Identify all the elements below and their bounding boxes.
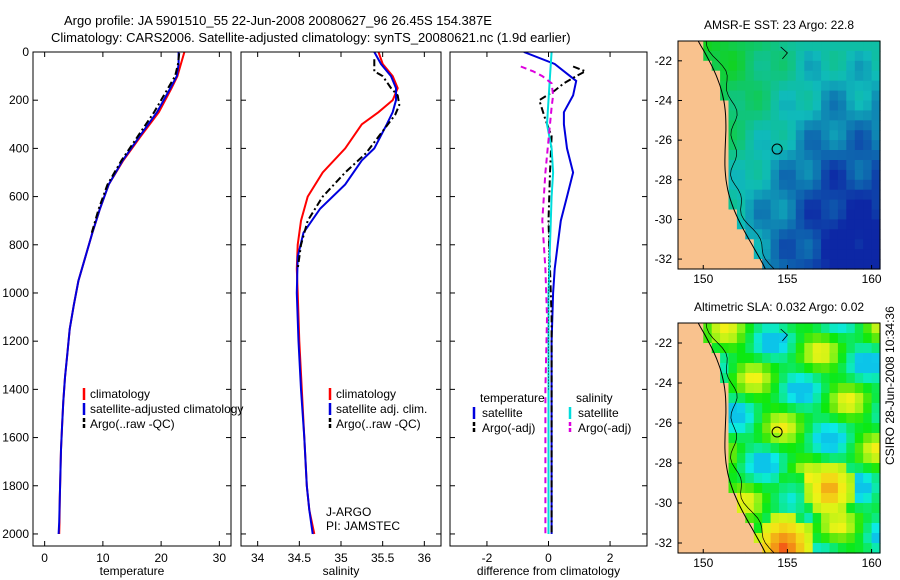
difference-xtick-label: 2 bbox=[607, 551, 614, 565]
salinity-axis-label: salinity bbox=[323, 564, 360, 578]
depth-tick-label: 600 bbox=[9, 190, 29, 204]
salinity-series-0 bbox=[295, 52, 399, 535]
figure-title-line1: Argo profile: JA 5901510_55 22-Jun-2008 … bbox=[64, 13, 492, 28]
difference-axis-label: difference from climatology bbox=[477, 564, 620, 578]
depth-tick-label: 1800 bbox=[2, 479, 29, 493]
difference-legend-entry: satellite bbox=[578, 406, 619, 420]
sst-lat-label: -26 bbox=[655, 133, 673, 147]
sst-lat-label: -28 bbox=[655, 173, 673, 187]
sst-lon-label: 150 bbox=[693, 272, 713, 286]
temperature-legend-entry: Argo(..raw -QC) bbox=[90, 417, 175, 431]
sst-shelf-contour bbox=[705, 40, 775, 270]
sla-reef-outline bbox=[780, 328, 788, 342]
temperature-legend-entry: satellite-adjusted climatology bbox=[90, 402, 243, 416]
depth-tick-label: 800 bbox=[9, 238, 29, 252]
temperature-series-0 bbox=[58, 52, 186, 535]
salinity-frame bbox=[240, 51, 442, 547]
sla-lat-label: -24 bbox=[655, 376, 673, 390]
difference-series-3 bbox=[520, 65, 555, 534]
sla-map-title: Altimetric SLA: 0.032 Argo: 0.02 bbox=[694, 300, 864, 314]
difference-legend-entry: Argo(-adj) bbox=[578, 421, 631, 435]
sla-lat-label: -32 bbox=[655, 536, 673, 550]
sst-map-panel: AMSR-E SST: 23 Argo: 22.8 150 155 160 -22 -24… bbox=[655, 18, 882, 286]
sla-lat-label: -22 bbox=[655, 336, 673, 350]
difference-xtick-label: 0 bbox=[545, 551, 552, 565]
sla-lat-label: -26 bbox=[655, 416, 673, 430]
sst-coastline bbox=[697, 40, 766, 270]
temperature-axis-label: temperature bbox=[100, 564, 165, 578]
depth-tick-label: 1000 bbox=[2, 286, 29, 300]
sla-coastline bbox=[697, 322, 766, 554]
sla-map-frame bbox=[677, 322, 881, 554]
sst-float-marker bbox=[771, 143, 783, 155]
sst-lon-label: 160 bbox=[862, 272, 882, 286]
temperature-frame bbox=[32, 51, 232, 547]
sla-lon-label: 160 bbox=[862, 556, 882, 570]
depth-tick-label: 1400 bbox=[2, 382, 29, 396]
sla-map-panel: Altimetric SLA: 0.032 Argo: 0.02 150 155 16… bbox=[655, 300, 882, 570]
difference-legend-entry: salinity bbox=[576, 391, 613, 405]
sst-lat-label: -30 bbox=[655, 212, 673, 226]
figure-title-line2: Climatology: CARS2006. Satellite-adjuste… bbox=[51, 30, 571, 45]
sla-shelf-contour bbox=[705, 322, 775, 554]
salinity-series-2 bbox=[296, 59, 401, 270]
difference-xtick-label: -2 bbox=[482, 551, 493, 565]
sst-lat-label: -22 bbox=[655, 54, 673, 68]
difference-legend-entry: Argo(-adj) bbox=[482, 421, 535, 435]
depth-tick-label: 1600 bbox=[2, 431, 29, 445]
float-annotation: PI: JAMSTEC bbox=[326, 519, 400, 533]
sst-map-title: AMSR-E SST: 23 Argo: 22.8 bbox=[704, 18, 854, 32]
temperature-series-1 bbox=[57, 52, 180, 535]
sst-reef-outline bbox=[780, 46, 788, 60]
depth-tick-label: 2000 bbox=[2, 527, 29, 541]
salinity-series-1 bbox=[295, 52, 397, 535]
temperature-xtick-label: 0 bbox=[41, 551, 48, 565]
depth-tick-label: 400 bbox=[9, 141, 29, 155]
sla-lat-label: -30 bbox=[655, 496, 673, 510]
temperature-xtick-label: 10 bbox=[96, 551, 110, 565]
timestamp-label: CSIRO 28-Jun-2008 10:34:36 bbox=[883, 306, 897, 465]
depth-tick-label: 0 bbox=[22, 45, 29, 59]
sst-lat-label: -24 bbox=[655, 93, 673, 107]
depth-tick-label: 200 bbox=[9, 93, 29, 107]
depth-tick-label: 1200 bbox=[2, 334, 29, 348]
salinity-xtick-label: 36 bbox=[418, 551, 432, 565]
sst-lon-label: 155 bbox=[777, 272, 797, 286]
salinity-xtick-label: 35.5 bbox=[371, 551, 395, 565]
salinity-xtick-label: 35 bbox=[334, 551, 348, 565]
temperature-xtick-label: 30 bbox=[213, 551, 227, 565]
sla-map-cells bbox=[678, 323, 881, 554]
temperature-series-2 bbox=[90, 53, 181, 233]
temperature-panel: 0 10 20 30 0 200 400 600 800 1000 1200 1400 1600 1800… bbox=[2, 45, 243, 578]
difference-legend-entry: temperature bbox=[480, 391, 545, 405]
salinity-legend-entry: satellite adj. clim. bbox=[336, 402, 427, 416]
sla-lon-label: 155 bbox=[777, 556, 797, 570]
difference-series-0 bbox=[523, 52, 578, 534]
difference-series-1 bbox=[538, 65, 588, 534]
sst-lat-label: -32 bbox=[655, 252, 673, 266]
salinity-panel: 34 34.5 35 35.5 36 salinity climatologysatelli… bbox=[240, 51, 442, 578]
salinity-xtick-label: 34.5 bbox=[288, 551, 312, 565]
temperature-legend-entry: climatology bbox=[90, 387, 150, 401]
salinity-legend-entry: climatology bbox=[336, 387, 396, 401]
difference-series-2 bbox=[545, 52, 555, 534]
temperature-xtick-label: 20 bbox=[154, 551, 168, 565]
difference-legend-entry: satellite bbox=[482, 406, 523, 420]
salinity-legend-entry: Argo(..raw -QC) bbox=[336, 417, 421, 431]
sla-lat-label: -28 bbox=[655, 456, 673, 470]
sst-map-frame bbox=[677, 40, 881, 270]
sla-lon-label: 150 bbox=[693, 556, 713, 570]
sla-float-marker bbox=[771, 426, 783, 438]
salinity-xtick-label: 34 bbox=[251, 551, 265, 565]
float-annotation: J-ARGO bbox=[326, 505, 371, 519]
sst-map-cells bbox=[678, 41, 881, 270]
